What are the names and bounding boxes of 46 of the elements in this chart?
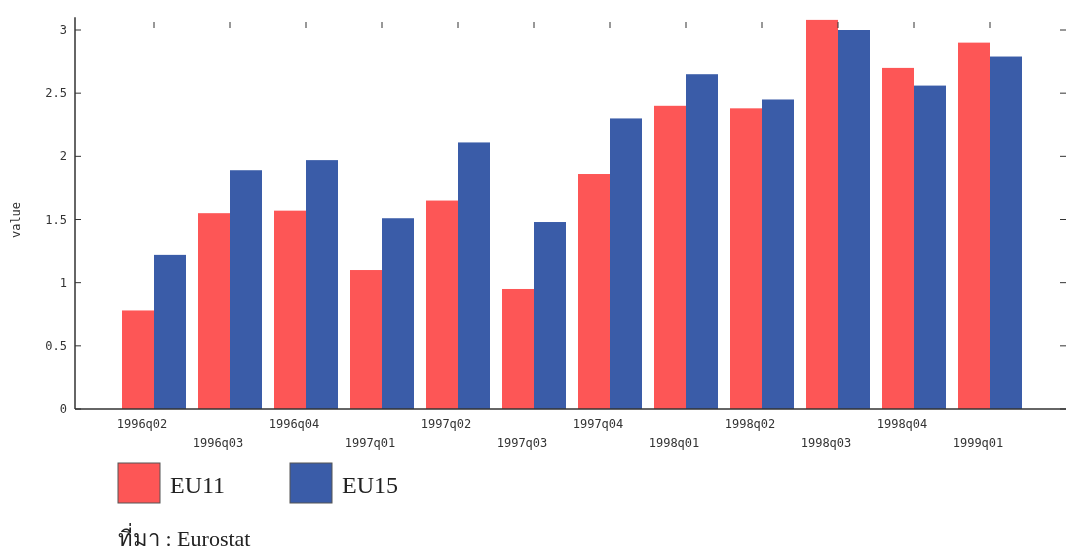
bar [274, 210, 306, 409]
x-tick-label: 1997q03 [496, 436, 548, 450]
bar [426, 200, 458, 409]
bar [762, 99, 794, 409]
legend-label: EU15 [342, 472, 398, 498]
bar [914, 85, 946, 409]
x-tick-label: 1996q02 [116, 417, 168, 431]
x-tick-label: 1997q02 [420, 417, 472, 431]
bar [990, 56, 1022, 409]
bar [534, 222, 566, 409]
bar [654, 105, 686, 409]
bar [578, 174, 610, 409]
y-tick-label: 1 [59, 275, 67, 290]
y-tick-label: 0.5 [45, 338, 67, 353]
x-tick-label: 1997q04 [572, 417, 624, 431]
x-tick-label: 1996q04 [268, 417, 320, 431]
bar [382, 218, 414, 409]
y-tick-label: 0 [59, 402, 67, 416]
x-tick-label: 1997q01 [344, 436, 396, 450]
x-tick-label: 1998q04 [876, 417, 928, 431]
bar [806, 19, 838, 409]
bar [610, 118, 642, 409]
bar [350, 270, 382, 409]
y-axis-title: value [9, 201, 23, 239]
bar [882, 67, 914, 409]
bar [458, 142, 490, 409]
bar [122, 310, 154, 409]
x-tick-label: 1996q03 [192, 436, 244, 450]
bar [154, 254, 186, 409]
bar [230, 170, 262, 409]
x-tick-label: 1998q02 [724, 417, 776, 431]
y-tick-label: 2.5 [45, 86, 67, 101]
y-tick-label: 2 [59, 149, 67, 164]
bar [686, 74, 718, 409]
bar [306, 160, 338, 409]
y-tick-label: 1.5 [45, 212, 67, 227]
x-tick-label: 1999q01 [952, 436, 1004, 450]
y-tick-label: 3 [59, 23, 67, 37]
bar [958, 42, 990, 409]
legend-label: EU11 [170, 472, 226, 498]
x-tick-label: 1998q03 [800, 436, 852, 450]
bar [838, 30, 870, 409]
bar [198, 213, 230, 409]
x-tick-label: 1998q01 [648, 436, 700, 450]
bar [730, 108, 762, 409]
bar [502, 288, 534, 409]
